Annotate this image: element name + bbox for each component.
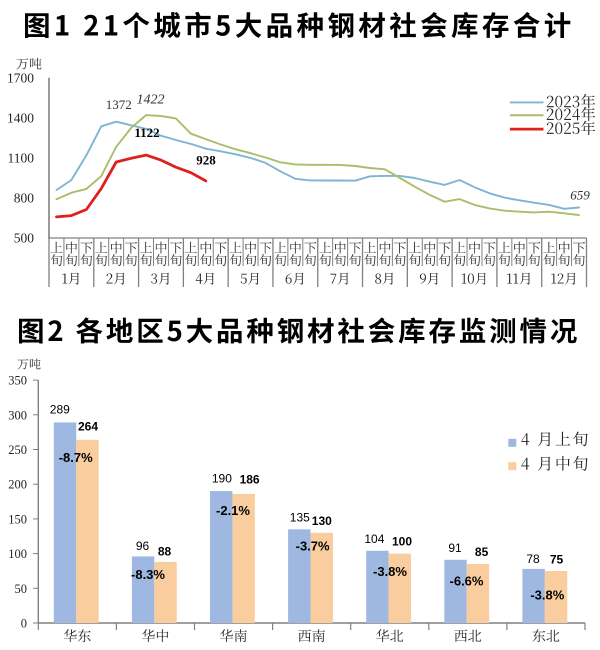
svg-text:130: 130: [312, 514, 332, 528]
svg-text:-3.8%: -3.8%: [373, 564, 407, 579]
svg-text:78: 78: [526, 552, 540, 566]
svg-text:200: 200: [8, 478, 27, 492]
svg-text:190: 190: [212, 471, 232, 485]
svg-text:50: 50: [15, 582, 28, 596]
svg-text:264: 264: [78, 420, 98, 434]
svg-text:1700: 1700: [7, 71, 34, 86]
svg-text:150: 150: [8, 512, 27, 526]
svg-text:186: 186: [240, 472, 260, 486]
svg-text:135: 135: [290, 510, 310, 524]
svg-text:100: 100: [8, 547, 27, 561]
svg-text:100: 100: [392, 535, 412, 549]
svg-text:289: 289: [50, 403, 70, 417]
svg-text:1400: 1400: [7, 111, 34, 126]
svg-text:-3.8%: -3.8%: [530, 588, 564, 603]
svg-text:300: 300: [8, 408, 27, 422]
svg-text:-8.7%: -8.7%: [59, 450, 93, 465]
svg-text:-2.1%: -2.1%: [216, 503, 250, 518]
svg-text:1122: 1122: [134, 125, 159, 140]
svg-text:96: 96: [136, 539, 150, 553]
svg-text:104: 104: [364, 532, 384, 546]
svg-text:1422: 1422: [137, 93, 165, 108]
svg-text:75: 75: [550, 553, 564, 567]
svg-text:800: 800: [14, 191, 35, 206]
svg-text:-6.6%: -6.6%: [450, 574, 484, 589]
svg-text:500: 500: [14, 231, 35, 246]
svg-text:928: 928: [196, 153, 216, 168]
svg-text:-3.7%: -3.7%: [296, 539, 330, 554]
svg-text:1372: 1372: [106, 97, 132, 112]
svg-text:659: 659: [570, 188, 590, 203]
svg-text:88: 88: [158, 544, 172, 558]
svg-text:85: 85: [475, 545, 489, 559]
svg-text:-8.3%: -8.3%: [131, 567, 165, 582]
svg-text:0: 0: [21, 617, 27, 631]
svg-text:350: 350: [8, 374, 27, 388]
svg-text:91: 91: [448, 541, 462, 555]
svg-text:1100: 1100: [8, 151, 35, 166]
svg-text:250: 250: [8, 443, 27, 457]
